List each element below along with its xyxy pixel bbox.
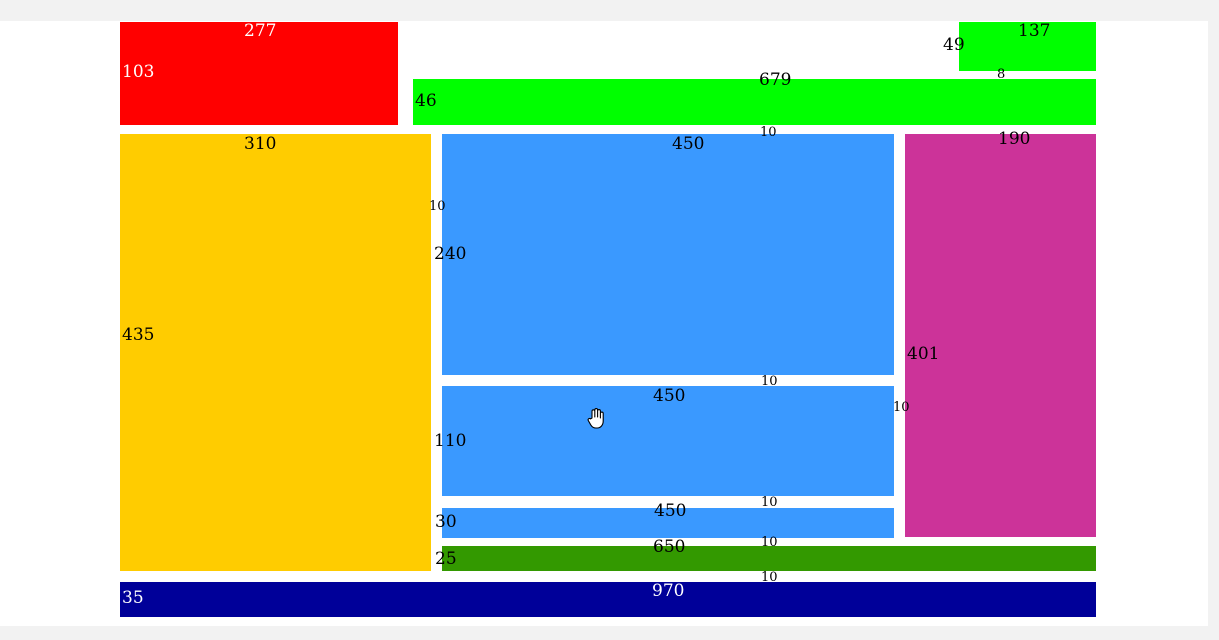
yellow-block-height-label: 435 [122, 325, 155, 345]
gap-label-blue-mid-to-small: 10 [761, 495, 778, 510]
lime-bar-height-label: 46 [415, 91, 437, 111]
blue-mid-height-label: 110 [434, 431, 467, 451]
lime-top-width-label: 137 [1018, 21, 1051, 41]
lime-bar-width-label: 679 [759, 70, 792, 90]
green-bar-width-label: 650 [653, 537, 686, 557]
red-block-width-label: 277 [244, 21, 277, 41]
lime-top-height-label: 49 [943, 35, 965, 55]
hand-cursor-icon [587, 408, 604, 429]
navy-bar-block [120, 582, 1096, 617]
yellow-block [120, 134, 431, 571]
blue-large-width-label: 450 [672, 134, 705, 154]
red-block-height-label: 103 [122, 62, 155, 82]
gap-label-yellow-to-blue: 10 [429, 199, 446, 214]
magenta-block [905, 134, 1096, 537]
red-block [120, 22, 398, 125]
lime-bar-block [413, 79, 1096, 125]
blue-small-height-label: 30 [435, 512, 457, 532]
magenta-block-height-label: 401 [907, 344, 940, 364]
blue-large-block [442, 134, 894, 375]
gap-label-blue-large-to-mid: 10 [761, 374, 778, 389]
navy-bar-height-label: 35 [122, 588, 144, 608]
magenta-block-width-label: 190 [998, 129, 1031, 149]
gap-label-lime-top-to-bar: 8 [997, 67, 1006, 82]
green-bar-block [442, 546, 1096, 571]
blue-large-height-label: 240 [434, 244, 467, 264]
gap-label-blue-small-to-green: 10 [761, 535, 778, 550]
green-bar-height-label: 25 [435, 549, 457, 569]
blue-small-width-label: 450 [654, 501, 687, 521]
navy-bar-width-label: 970 [652, 581, 685, 601]
lime-top-block [959, 22, 1096, 71]
blue-mid-width-label: 450 [653, 386, 686, 406]
gap-label-bar-to-blue: 10 [760, 125, 777, 140]
yellow-block-width-label: 310 [244, 134, 277, 154]
gap-label-blue-to-magenta: 10 [893, 400, 910, 415]
blue-small-block [442, 508, 894, 538]
gap-label-green-to-navy: 10 [761, 570, 778, 585]
blue-mid-block [442, 386, 894, 496]
